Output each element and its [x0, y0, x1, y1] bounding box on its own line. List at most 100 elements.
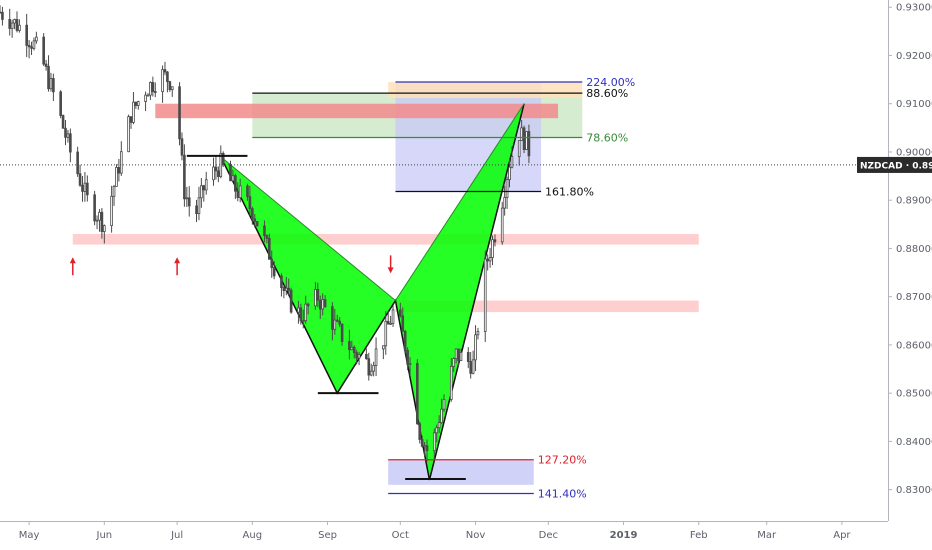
- candle-body-8: [27, 44, 31, 48]
- candle-body-20: [66, 133, 70, 138]
- candle-body-142: [483, 258, 487, 332]
- x-tick-label-0: May: [19, 530, 40, 541]
- candle-body-34: [115, 167, 118, 187]
- candle-body-130: [440, 408, 443, 423]
- candle-body-153: [520, 127, 523, 142]
- candle-body-141: [476, 331, 480, 336]
- arrows-layer: [69, 255, 394, 276]
- arrow-head: [174, 257, 181, 264]
- candle-body-21: [69, 133, 72, 153]
- candle-body-118: [401, 315, 405, 332]
- candle-body-148: [503, 197, 506, 209]
- fib-level-label-1: 88.60%: [586, 87, 628, 100]
- candle-body-88: [299, 307, 303, 322]
- candle-body-120: [406, 350, 409, 365]
- candle-body-61: [204, 179, 208, 191]
- candle-body-69: [234, 175, 237, 192]
- candle-body-79: [267, 237, 271, 260]
- x-tick-label-1: Jun: [96, 530, 113, 541]
- candle-body-53: [180, 138, 184, 156]
- candle-body-25: [83, 182, 87, 192]
- candle-body-17: [59, 91, 62, 116]
- candle-body-103: [350, 346, 354, 351]
- candle-body-112: [382, 345, 385, 350]
- candle-body-31: [103, 225, 106, 232]
- candle-body-67: [229, 164, 232, 182]
- arrow-up-0: [69, 257, 76, 276]
- candle-body-85: [287, 287, 291, 291]
- candle-body-100: [338, 320, 341, 325]
- candle-body-81: [272, 267, 276, 277]
- candle-body-36: [119, 151, 123, 174]
- candle-body-15: [49, 78, 53, 90]
- candle-body-145: [491, 239, 494, 258]
- x-tick-label-8: 2019: [610, 530, 638, 541]
- candle-body-49: [166, 71, 169, 83]
- candle-body-115: [389, 322, 392, 325]
- candle-body-131: [442, 399, 446, 410]
- pattern-triangle-bcd: [395, 103, 525, 480]
- candle-body-77: [263, 225, 266, 237]
- candle-body-146: [493, 239, 497, 243]
- candle-body-108: [367, 358, 371, 376]
- zone-0: [155, 103, 559, 119]
- candle-body-54: [183, 154, 186, 200]
- candle-body-136: [459, 352, 463, 362]
- candle-body-60: [202, 185, 206, 191]
- candle-body-65: [219, 152, 223, 177]
- candles-layer: [0, 5, 531, 462]
- candle-body-72: [246, 185, 249, 198]
- candle-body-62: [212, 166, 215, 181]
- candle-body-151: [510, 156, 514, 168]
- candle-body-135: [457, 348, 460, 362]
- candle-body-129: [437, 422, 441, 429]
- candle-body-43: [146, 94, 150, 97]
- candle-body-38: [129, 116, 133, 123]
- candle-body-106: [357, 354, 361, 359]
- candle-body-7: [25, 24, 29, 46]
- candle-body-3: [10, 22, 14, 29]
- candle-body-102: [348, 341, 351, 351]
- candle-body-16: [52, 78, 55, 93]
- time-axis[interactable]: May Jun Jul Aug Sep Oct Nov Dec 2019 Feb Mar Apr: [19, 521, 852, 541]
- candle-body-132: [449, 366, 453, 400]
- candle-body-139: [471, 359, 475, 374]
- candle-body-134: [454, 348, 458, 359]
- candle-body-32: [110, 195, 113, 226]
- last-price-label-box: [857, 156, 932, 173]
- candle-body-24: [81, 184, 84, 192]
- candle-body-123: [418, 423, 422, 440]
- candle-body-70: [236, 190, 240, 198]
- candle-body-6: [18, 24, 21, 31]
- candle-body-147: [500, 207, 504, 243]
- candle-body-111: [374, 348, 378, 366]
- candle-body-117: [399, 309, 402, 317]
- x-tick-label-3: Aug: [243, 530, 263, 541]
- candle-body-29: [98, 211, 101, 221]
- candle-body-26: [86, 182, 89, 196]
- candle-body-58: [197, 197, 201, 215]
- y-tick-label-10: 0.93000: [896, 3, 932, 14]
- x-tick-label-11: Apr: [833, 530, 851, 541]
- fib-level-label-2: 78.60%: [586, 131, 628, 144]
- candle-body-13: [44, 63, 48, 67]
- candle-body-73: [248, 196, 252, 210]
- candle-body-143: [486, 258, 489, 262]
- candle-body-124: [420, 439, 424, 447]
- candle-body-68: [231, 175, 235, 182]
- candle-body-126: [425, 445, 429, 452]
- candle-body-89: [301, 320, 305, 323]
- x-tick-label-6: Nov: [466, 530, 486, 541]
- candle-body-125: [423, 445, 426, 448]
- zone-2: [395, 300, 699, 313]
- pattern-leg-bd: [395, 103, 525, 301]
- candle-body-110: [372, 365, 375, 372]
